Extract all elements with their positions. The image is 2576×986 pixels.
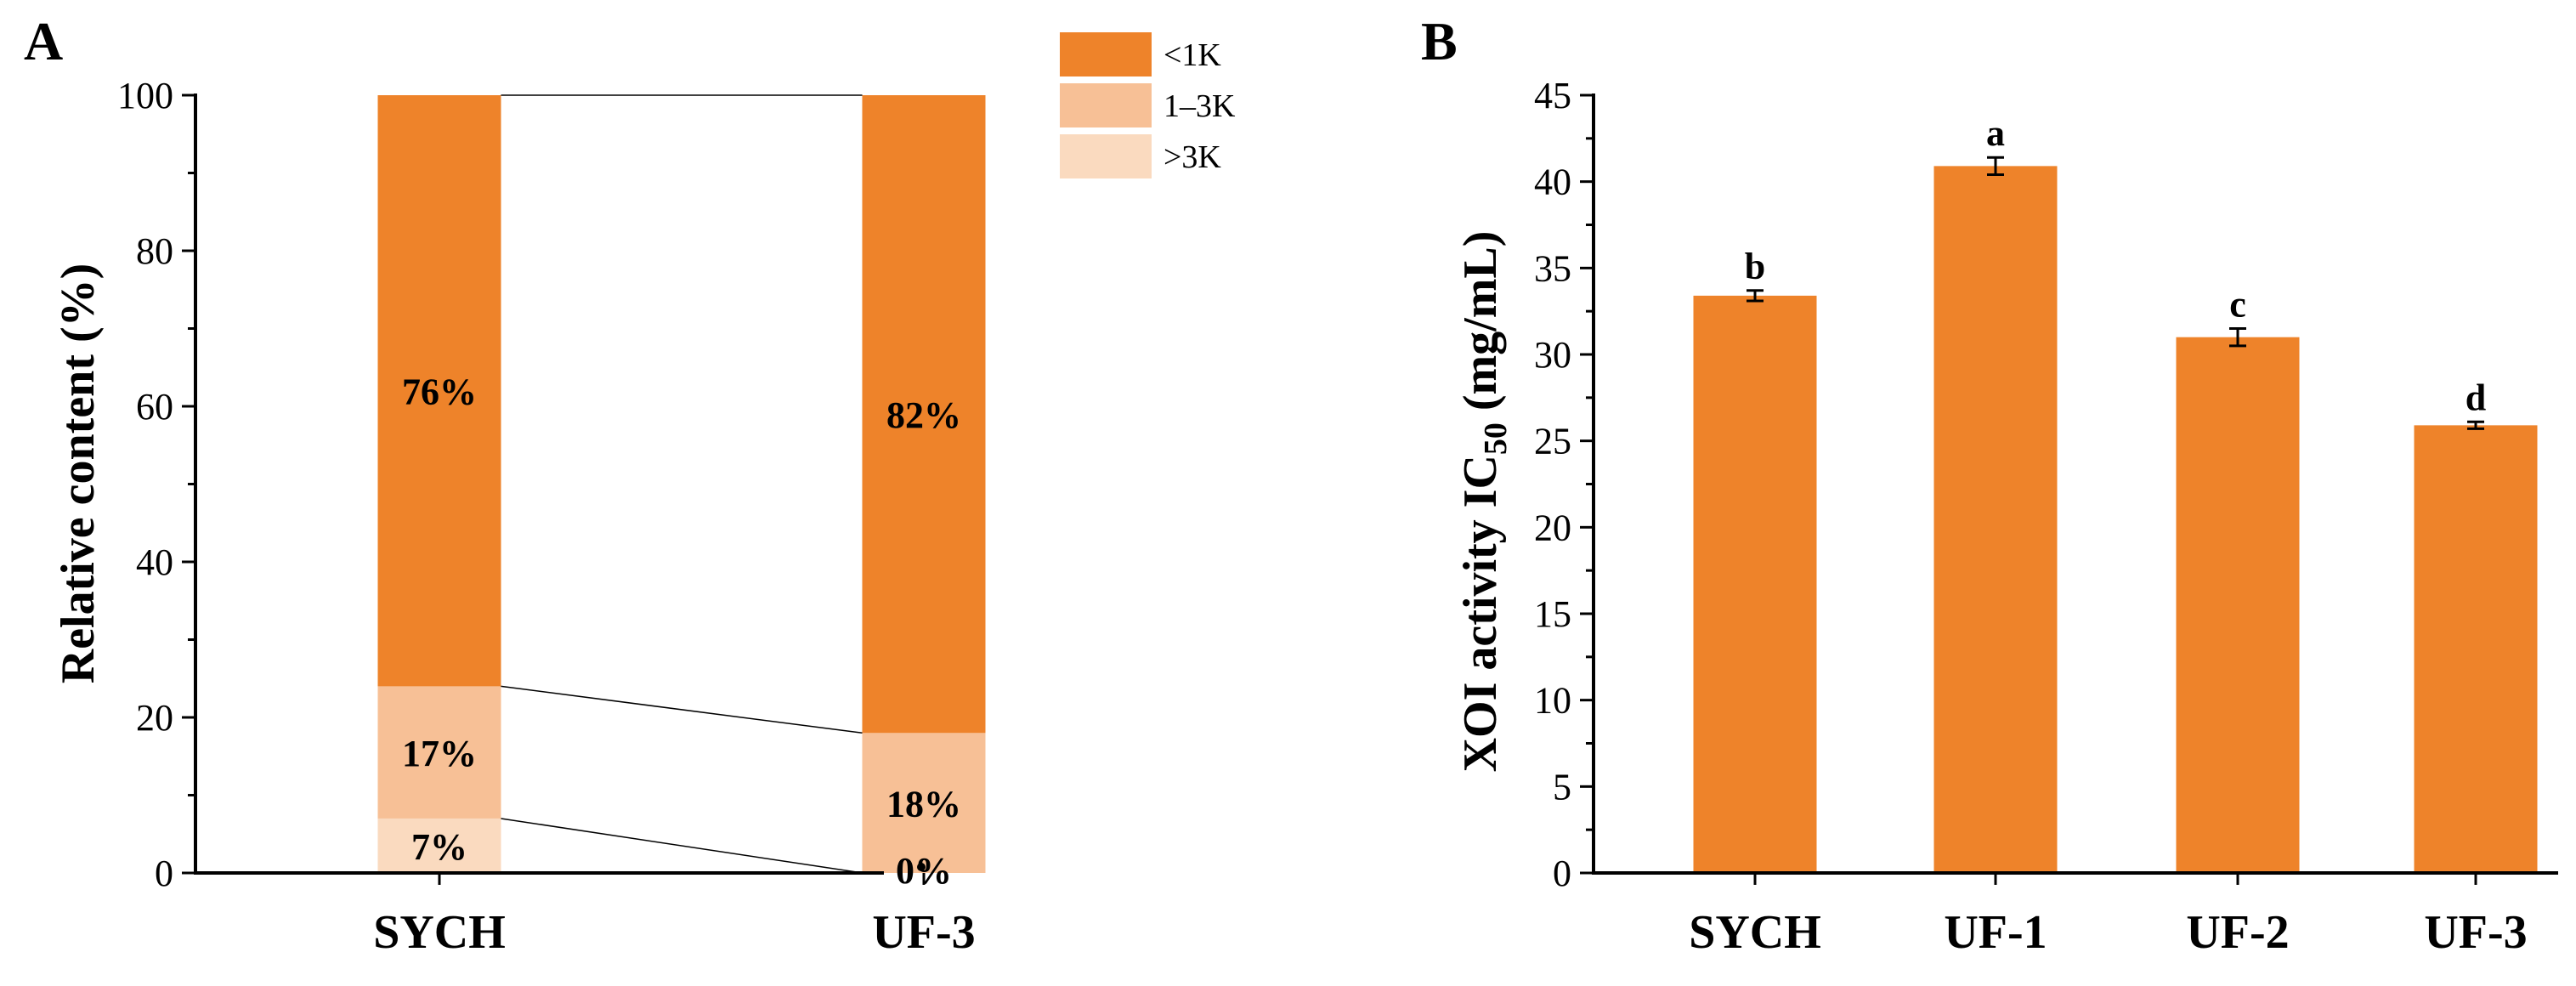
y-tick-label: 30 [1534, 334, 1571, 376]
x-tick-label: UF-2 [2186, 906, 2289, 959]
y-tick-label: 10 [1534, 680, 1571, 722]
x-tick-label: UF-3 [872, 906, 975, 959]
y-tick-label: 80 [136, 230, 173, 272]
y-tick-label: 25 [1534, 421, 1571, 462]
bars-b: b a c d [1693, 112, 2538, 874]
zero-marker [917, 863, 926, 871]
bar [2414, 425, 2538, 873]
legend-label: 1–3K [1163, 88, 1236, 124]
bar-segment [377, 818, 501, 873]
bar-segment [377, 95, 501, 687]
y-title-main: XOI activity IC [1454, 455, 1507, 772]
segment-label: 82% [886, 394, 961, 436]
panel-b: B b a c d 0 5 10 15 20 25 30 35 40 45 SYCH UF-1 UF-2 UF-… [1421, 11, 2558, 959]
connector-line [501, 818, 863, 874]
y-axis-title-b: XOI activity IC50 (mg/mL) [1454, 231, 1514, 773]
segment-label: 17% [402, 733, 477, 774]
legend: <1K 1–3K >3K [1060, 32, 1236, 178]
x-tick-label: UF-3 [2424, 906, 2527, 959]
y-tick-label: 60 [136, 386, 173, 428]
legend-label: <1K [1163, 37, 1221, 73]
panel-a-letter: A [24, 11, 63, 71]
y-axis-title-a: Relative content (%) [52, 264, 105, 684]
y-title-unit: (mg/mL) [1454, 231, 1507, 423]
panel-b-letter: B [1421, 11, 1458, 71]
y-tick-label: 35 [1534, 247, 1571, 289]
y-title-subscript: 50 [1478, 422, 1514, 455]
y-tick-label: 45 [1534, 75, 1571, 116]
y-tick-label: 40 [1534, 162, 1571, 203]
bar-segment [862, 95, 986, 734]
segment-label: 76% [402, 371, 477, 413]
bar-segment [862, 733, 986, 873]
y-tick-label: 0 [1553, 853, 1571, 894]
bar [2176, 337, 2300, 874]
legend-swatch [1060, 32, 1152, 76]
segment-label: 0% [896, 850, 952, 892]
bar [1693, 295, 1817, 873]
significance-letter: c [2229, 284, 2246, 326]
x-tick-label: UF-1 [1944, 906, 2047, 959]
y-tick-label: 20 [1534, 507, 1571, 548]
significance-letter: b [1745, 246, 1765, 287]
x-tick-label: SYCH [1689, 906, 1821, 959]
y-tick-label: 0 [155, 853, 173, 894]
segment-label: 7% [411, 826, 467, 868]
significance-letter: d [2466, 377, 2486, 418]
segment-label: 18% [886, 784, 961, 825]
legend-label: >3K [1163, 139, 1221, 175]
bar [1933, 166, 2058, 873]
legend-swatch [1060, 134, 1152, 178]
bar-segment [377, 686, 501, 819]
axis-b: 0 5 10 15 20 25 30 35 40 45 SYCH UF-1 UF-2 UF-3 [1534, 75, 2558, 959]
y-tick-label: 15 [1534, 593, 1571, 635]
stacked-bars: 7% 17% 76% 0% 18% 82% [377, 95, 986, 892]
y-tick-label: 5 [1553, 766, 1571, 808]
y-tick-label: 100 [117, 75, 173, 116]
x-tick-label: SYCH [373, 906, 506, 959]
y-tick-label: 20 [136, 697, 173, 739]
connector-line [501, 685, 863, 734]
connector-lines [501, 94, 863, 874]
y-tick-label: 40 [136, 541, 173, 583]
axis-a: 0 20 40 60 80 100 SYCH UF-3 [117, 75, 976, 959]
significance-letter: a [1986, 112, 2005, 154]
legend-swatch [1060, 83, 1152, 128]
